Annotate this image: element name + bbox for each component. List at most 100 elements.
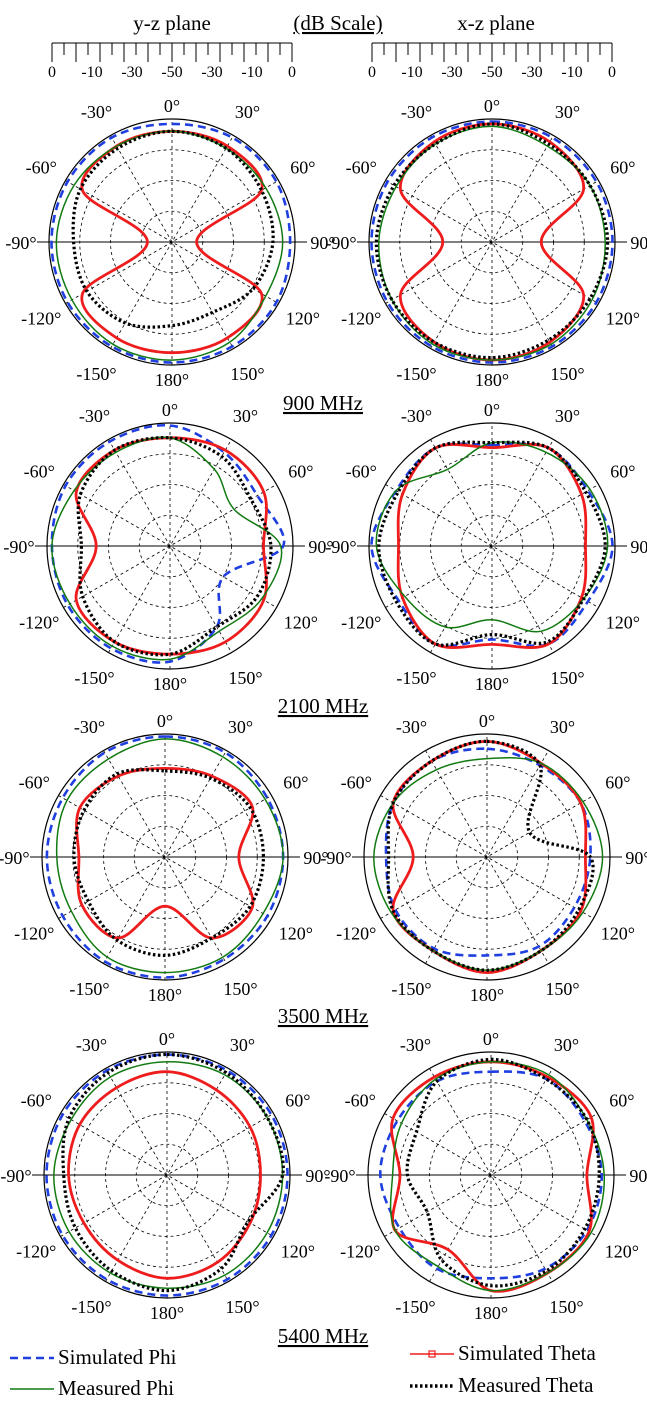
angle-label: 120° bbox=[606, 309, 640, 329]
legend-label: Measured Theta bbox=[458, 1373, 594, 1397]
angle-label: 0° bbox=[484, 400, 500, 420]
scale-tick-label: -10 bbox=[241, 64, 262, 81]
angle-label: 150° bbox=[228, 668, 262, 688]
left-plane-title: y-z plane bbox=[133, 11, 211, 35]
angle-label: 90° bbox=[303, 848, 328, 868]
angle-label: 150° bbox=[550, 364, 584, 384]
scale-tick-label: -10 bbox=[81, 64, 102, 81]
scale-tick-label: -30 bbox=[441, 64, 462, 81]
series-measured-phi bbox=[55, 130, 284, 361]
angle-label: -90° bbox=[0, 848, 30, 868]
angle-label: -30° bbox=[79, 406, 110, 426]
legend: Simulated Phi Simulated Theta Measured Phi… bbox=[10, 1341, 597, 1400]
angle-label: -120° bbox=[340, 1242, 380, 1262]
series-simulated-theta bbox=[80, 129, 264, 355]
angle-label: 90° bbox=[625, 848, 647, 868]
series-measured-phi bbox=[55, 738, 284, 974]
angle-label: -150° bbox=[71, 1297, 111, 1317]
angle-label: 150° bbox=[550, 668, 584, 688]
angle-label: -60° bbox=[21, 1091, 52, 1111]
angle-label: -30° bbox=[401, 406, 432, 426]
angle-label: 60° bbox=[610, 462, 635, 482]
angle-label: -90° bbox=[320, 848, 351, 868]
angle-label: -90° bbox=[324, 1166, 355, 1186]
scale-tick-label: -10 bbox=[561, 64, 582, 81]
legend-item: Simulated Phi bbox=[10, 1345, 177, 1369]
series-simulated-phi bbox=[370, 120, 614, 364]
series-measured-theta bbox=[405, 1057, 601, 1288]
series-simulated-theta bbox=[74, 436, 268, 656]
angle-label: -30° bbox=[76, 1035, 107, 1055]
frequency-label: 900 MHz bbox=[283, 391, 363, 415]
angle-label: 0° bbox=[483, 1029, 499, 1049]
angle-label: 30° bbox=[230, 1035, 255, 1055]
series-simulated-phi bbox=[45, 1053, 289, 1297]
angle-label: 180° bbox=[470, 985, 504, 1005]
angle-label: 90° bbox=[305, 1166, 330, 1186]
angle-label: 120° bbox=[279, 924, 313, 944]
angle-label: 150° bbox=[225, 1297, 259, 1317]
header: y-z plane x-z plane (dB Scale) 0 -10 -30 -5… bbox=[48, 11, 616, 81]
series-measured-theta bbox=[71, 129, 275, 329]
angle-label: 30° bbox=[554, 1035, 579, 1055]
legend-marker bbox=[428, 1350, 436, 1358]
angle-label: 60° bbox=[285, 1091, 310, 1111]
series-measured-theta bbox=[386, 739, 595, 972]
angle-label: -120° bbox=[336, 924, 376, 944]
angle-label: 150° bbox=[223, 979, 257, 999]
angle-label: 120° bbox=[601, 924, 635, 944]
angle-label: -150° bbox=[69, 979, 109, 999]
series-measured-phi bbox=[373, 756, 604, 971]
angle-label: 180° bbox=[475, 370, 509, 390]
angle-label: 120° bbox=[286, 309, 320, 329]
series-simulated-theta bbox=[75, 767, 255, 940]
angle-label: 0° bbox=[164, 96, 180, 116]
series-measured-phi bbox=[53, 1061, 284, 1289]
series-simulated-phi bbox=[50, 423, 286, 664]
angle-label: -60° bbox=[341, 773, 372, 793]
angle-label: 120° bbox=[605, 1242, 639, 1262]
scale-tick-label: 0 bbox=[288, 64, 296, 81]
angle-label: 30° bbox=[235, 102, 260, 122]
angle-label: -120° bbox=[341, 613, 381, 633]
series-simulated-phi bbox=[378, 1070, 604, 1280]
angle-label: -150° bbox=[396, 364, 436, 384]
angle-label: 0° bbox=[479, 711, 495, 731]
frequency-label: 3500 MHz bbox=[278, 1004, 368, 1028]
angle-label: 30° bbox=[550, 717, 575, 737]
angle-label: 0° bbox=[159, 1029, 175, 1049]
series-measured-theta bbox=[72, 768, 265, 958]
frequency-label: 2100 MHz bbox=[278, 694, 368, 718]
angle-label: 60° bbox=[290, 158, 315, 178]
angle-label: -120° bbox=[14, 924, 54, 944]
legend-label: Measured Phi bbox=[58, 1376, 174, 1400]
angle-label: 120° bbox=[284, 613, 318, 633]
scale-tick-label: -30 bbox=[521, 64, 542, 81]
angle-label: -150° bbox=[76, 364, 116, 384]
scale-tick-label: -10 bbox=[401, 64, 422, 81]
angle-label: 180° bbox=[150, 1303, 184, 1323]
angle-label: 180° bbox=[475, 674, 509, 694]
angle-label: -30° bbox=[81, 102, 112, 122]
angle-label: 120° bbox=[606, 613, 640, 633]
angle-label: 60° bbox=[605, 773, 630, 793]
legend-item: Simulated Theta bbox=[410, 1341, 597, 1365]
angle-label: -60° bbox=[345, 1091, 376, 1111]
scale-tick-label: -30 bbox=[121, 64, 142, 81]
angle-label: -150° bbox=[395, 1297, 435, 1317]
angle-label: -150° bbox=[396, 668, 436, 688]
angle-label: 150° bbox=[545, 979, 579, 999]
angle-label: 90° bbox=[308, 537, 333, 557]
polar-plot-y-z-5400-mhz: 0° 30° 60° 90° 120° 150° 180° -150° -120° -90° -60… bbox=[0, 1029, 330, 1323]
polar-plot-y-z-900-mhz: 0° 30° 60° 90° 120° 150° 180° -150° -120° -90° -60… bbox=[5, 96, 335, 390]
angle-label: 0° bbox=[157, 711, 173, 731]
angle-label: 180° bbox=[474, 1303, 508, 1323]
angle-label: 180° bbox=[153, 674, 187, 694]
angle-label: 60° bbox=[283, 773, 308, 793]
angle-label: 150° bbox=[230, 364, 264, 384]
series-measured-theta bbox=[61, 1052, 285, 1293]
angle-label: -120° bbox=[341, 309, 381, 329]
series-measured-phi bbox=[51, 436, 283, 661]
angle-label: 90° bbox=[630, 537, 647, 557]
scale-tick-label: -50 bbox=[481, 64, 502, 81]
